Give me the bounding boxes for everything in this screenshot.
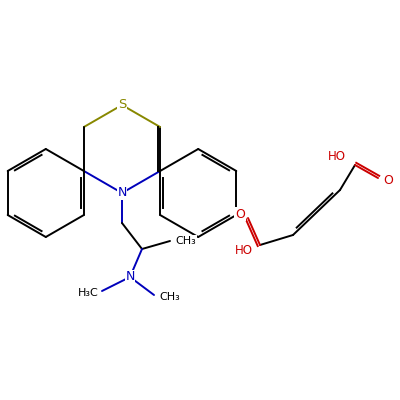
Text: N: N: [117, 186, 127, 200]
Text: N: N: [125, 270, 135, 284]
Text: CH₃: CH₃: [176, 236, 196, 246]
Text: H₃C: H₃C: [78, 288, 98, 298]
Text: O: O: [235, 208, 245, 220]
Text: CH₃: CH₃: [160, 292, 180, 302]
Text: S: S: [118, 98, 126, 112]
Text: HO: HO: [235, 244, 253, 256]
Text: O: O: [383, 174, 393, 186]
Text: HO: HO: [328, 150, 346, 164]
